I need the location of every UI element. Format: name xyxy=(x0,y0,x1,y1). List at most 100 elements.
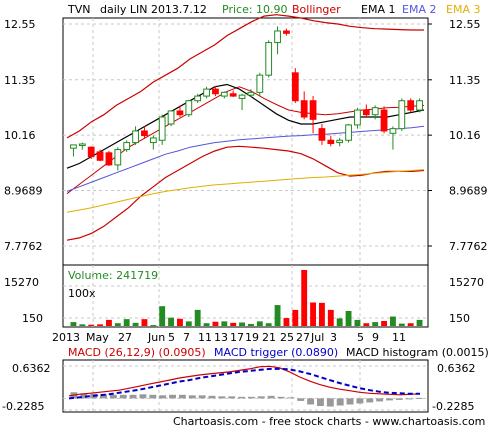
macd-histogram-bar xyxy=(307,398,315,405)
macd-histogram-bar xyxy=(109,394,117,399)
candle-body xyxy=(327,139,335,145)
ema1-line xyxy=(66,83,425,169)
macd-histogram-bar xyxy=(356,398,364,404)
footer-text: Chartoasis.com - free stock charts - www… xyxy=(173,415,485,428)
volume-bar xyxy=(203,323,210,326)
macd-histogram-bar xyxy=(228,396,236,399)
volume-bar xyxy=(70,322,77,326)
bollinger-bands xyxy=(66,14,425,241)
candle-body xyxy=(105,152,113,166)
volume-bar xyxy=(256,321,263,326)
candle-body xyxy=(158,116,166,141)
x-axis-label: 11 xyxy=(198,331,212,344)
price-tick-label-left: 7.7762 xyxy=(4,240,43,253)
candle-body xyxy=(247,91,255,96)
volume-tick-top-left: 15270 xyxy=(4,276,39,289)
macd-histogram-bar xyxy=(267,395,275,399)
x-axis-label: Jun xyxy=(147,331,165,344)
volume-bar xyxy=(372,322,379,326)
x-axis-label: May xyxy=(86,331,109,344)
volume-bar xyxy=(398,323,405,326)
macd-histogram-bar xyxy=(238,396,246,399)
candle-body xyxy=(149,137,157,144)
macd-histogram-bar xyxy=(277,396,285,399)
macd-histogram-bar xyxy=(159,395,167,399)
x-axis-label: 9 xyxy=(372,331,379,344)
candle-body xyxy=(407,100,415,111)
candle-body xyxy=(176,110,184,116)
volume-bar xyxy=(345,311,352,326)
bollinger-lower-line xyxy=(66,145,425,241)
macd-series xyxy=(68,365,423,407)
price-y-ticks: 12.55 12.55 11.35 11.35 10.16 10.16 8.9689 8.96… xyxy=(4,18,488,253)
x-axis-label: 17 xyxy=(230,331,244,344)
macd-trigger-label: MACD trigger (0.0890) xyxy=(214,346,338,359)
volume-bar xyxy=(141,319,148,326)
macd-histogram-label: MACD histogram (0.0015) xyxy=(346,346,489,359)
x-axis-label: 3 xyxy=(330,331,337,344)
macd-grid xyxy=(63,360,428,412)
candle-body xyxy=(132,130,139,144)
volume-grid xyxy=(63,265,428,327)
volume-bar xyxy=(123,319,130,326)
macd-histogram-bar xyxy=(247,396,255,399)
ema2-line xyxy=(66,125,425,192)
macd-histogram-bar xyxy=(386,398,393,401)
candle-body xyxy=(371,107,379,116)
macd-histogram-bar xyxy=(178,394,186,399)
volume-bar xyxy=(239,322,245,326)
candle-body xyxy=(114,149,122,166)
macd-line xyxy=(68,365,421,397)
candles xyxy=(70,26,423,171)
volume-bar xyxy=(381,321,387,326)
x-axis-label: 5 xyxy=(168,331,175,344)
macd-histogram-bar xyxy=(336,398,344,406)
volume-bar xyxy=(88,324,95,326)
x-axis-label: 13 xyxy=(214,331,228,344)
macd-panel-frame xyxy=(62,359,429,413)
volume-bar xyxy=(212,321,219,326)
macd-histogram-bar xyxy=(405,398,413,400)
volume-bar xyxy=(363,323,370,326)
volume-label: Volume: 241719 xyxy=(68,269,158,282)
volume-bar xyxy=(327,309,334,326)
macd-histogram-bar xyxy=(326,398,334,407)
volume-bar xyxy=(185,321,192,326)
candle-body xyxy=(203,88,210,97)
volume-bar xyxy=(390,316,396,326)
macd-tick-bottom-right: -0.2285 xyxy=(432,400,474,413)
candle-body xyxy=(300,100,308,118)
x-axis-label: 2013 xyxy=(52,331,80,344)
volume-bar xyxy=(336,318,343,326)
price-tick-label-right: 8.9689 xyxy=(449,185,488,198)
macd-histogram-bar xyxy=(297,398,305,401)
macd-histogram-bar xyxy=(100,394,107,399)
macd-label: MACD (26,12,9) (0.0905) xyxy=(68,346,206,359)
ema1-label: EMA 1 xyxy=(361,3,395,16)
volume-tick-top-right: 15270 xyxy=(449,276,484,289)
volume-bar xyxy=(283,318,290,326)
x-axis-label: 7 xyxy=(183,331,190,344)
volume-multiplier: 100x xyxy=(68,287,96,300)
candle-body xyxy=(194,95,202,102)
volume-bar xyxy=(319,302,325,326)
candle-body xyxy=(274,30,281,44)
ema3-label: EMA 3 xyxy=(446,3,480,16)
price-tick-label-right: 7.7762 xyxy=(449,240,488,253)
candle-body xyxy=(96,151,104,161)
candle-body xyxy=(238,94,246,99)
candle-body xyxy=(318,128,326,141)
x-axis-labels: 2013 May 27 Jun 5 7 11 13 17 19 21 25 27 Jul 3 5 9 11 xyxy=(52,331,406,344)
volume-bar xyxy=(177,318,183,326)
ema2-label: EMA 2 xyxy=(402,3,436,16)
price-tick-label-right: 12.55 xyxy=(449,18,481,31)
candle-body xyxy=(309,100,317,120)
x-axis-label: 11 xyxy=(392,331,406,344)
candle-body xyxy=(212,88,219,95)
x-axis-label: 25 xyxy=(280,331,294,344)
macd-histogram-bar xyxy=(169,394,176,399)
candle-body xyxy=(362,109,370,116)
volume-bar xyxy=(292,309,299,326)
bollinger-upper-line xyxy=(66,14,424,139)
